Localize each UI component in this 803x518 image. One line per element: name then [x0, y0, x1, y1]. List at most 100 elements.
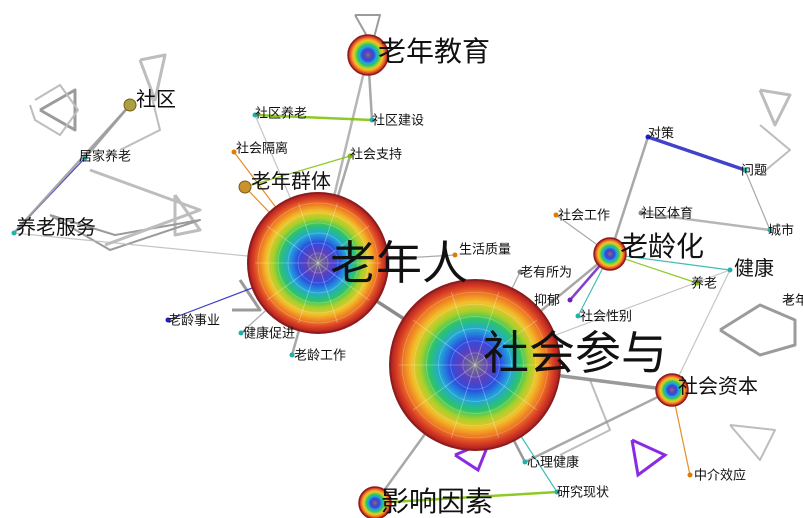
background-cluster-line — [759, 124, 791, 176]
label-shequjianshe: 社区建设 — [372, 113, 424, 129]
node-shequ[interactable] — [123, 98, 137, 112]
node-laonianren[interactable] — [247, 192, 389, 334]
label-yanjiuxianzhuang: 研究现状 — [557, 486, 609, 501]
node-laolinghua[interactable] — [593, 237, 627, 271]
label-chengshi: 城市 — [768, 223, 794, 239]
node-spoke — [474, 319, 538, 366]
node-zhongjiexiaoying[interactable] — [687, 472, 693, 478]
node-shequtiyu[interactable] — [638, 210, 644, 216]
background-cluster-line — [729, 424, 776, 461]
node-laoniangunti[interactable] — [238, 180, 252, 194]
label-laoninajiaoyu: 老年教育 — [378, 35, 490, 68]
node-spoke — [412, 364, 476, 411]
node-duice[interactable] — [645, 134, 651, 140]
label-yanglao: 养老 — [691, 276, 717, 292]
node-shenghuozhiliang[interactable] — [452, 252, 458, 258]
background-cluster-line — [173, 194, 202, 237]
background-cluster-line — [138, 53, 167, 102]
label-wenti: 问题 — [741, 164, 767, 179]
label-laolingshiye: 老龄事业 — [168, 314, 220, 329]
label-laoyousuowei: 老有所为 — [520, 266, 572, 281]
background-cluster-line — [29, 84, 79, 136]
label-shehuixingbie: 社会性别 — [580, 309, 632, 325]
node-shehuigeli[interactable] — [231, 149, 237, 155]
node-ring — [462, 352, 488, 378]
node-jujiayanglao[interactable] — [82, 155, 88, 161]
node-shehuiziben[interactable] — [655, 373, 689, 407]
node-yingxiangyinsu[interactable] — [358, 486, 392, 518]
edge-yingxiangyinsu-yanjiuxianzhuang — [373, 490, 559, 505]
node-shehuixingbie[interactable] — [575, 313, 581, 319]
label-shehuicanyu: 社会参与 — [483, 326, 667, 380]
edge-shequyanglao-shequjianshe — [253, 113, 374, 122]
node-spoke — [450, 364, 476, 438]
accent-triangle — [630, 438, 668, 478]
label-shenghuozhiliang: 生活质量 — [459, 243, 511, 258]
node-laolinggongzuo[interactable] — [289, 352, 295, 358]
node-spoke — [298, 262, 319, 324]
node-yizheng[interactable] — [567, 297, 573, 303]
edge-shehuiziben-jiankang — [671, 269, 731, 391]
node-spoke — [317, 202, 338, 264]
node-spoke — [474, 292, 500, 366]
node-yanjiuxianzhuang[interactable] — [554, 489, 560, 495]
label-laonian: 老年 — [782, 294, 803, 309]
label-laolinghua: 老龄化 — [620, 230, 704, 263]
node-shequyanglao[interactable] — [252, 112, 258, 118]
node-ring — [257, 202, 379, 324]
background-cluster-line — [89, 168, 202, 247]
node-shehuigongzuo[interactable] — [553, 212, 559, 218]
node-jiankangcujin[interactable] — [238, 330, 244, 336]
edge-shequ-yanglaofuwu — [12, 103, 132, 235]
node-yanglaofuwu[interactable] — [11, 230, 17, 236]
node-ring — [438, 328, 512, 402]
node-laonian[interactable] — [787, 297, 793, 303]
node-ring — [277, 222, 359, 304]
edge-shequtiyu-chengshi — [639, 211, 772, 232]
label-jujiayanglao: 居家养老 — [79, 149, 131, 165]
node-laoninajiaoyu[interactable] — [347, 34, 389, 76]
background-cluster-line — [758, 88, 792, 127]
node-layer — [11, 34, 793, 518]
node-shehuizhichi[interactable] — [347, 153, 353, 159]
edge-shehuizhichi-laoniangunti — [244, 155, 351, 188]
node-wenti[interactable] — [742, 167, 748, 173]
label-shequtiyu: 社区体育 — [641, 206, 693, 222]
label-shehuizhichi: 社会支持 — [350, 147, 402, 163]
node-shehuicanyu[interactable] — [389, 279, 561, 451]
node-shequjianshe[interactable] — [369, 117, 375, 123]
node-ring — [267, 212, 369, 314]
edge-shehuiziben-xinlijiankang — [523, 388, 674, 464]
node-spoke — [412, 319, 476, 366]
node-ring — [307, 252, 329, 274]
background-cluster-line — [559, 379, 611, 456]
label-laoniangunti: 老年群体 — [251, 169, 331, 193]
background-cluster-line — [119, 89, 161, 151]
edge-wenti-chengshi — [744, 169, 771, 231]
label-laonianren: 老年人 — [330, 236, 468, 290]
node-laolingshiye[interactable] — [165, 317, 171, 323]
node-spoke — [317, 262, 338, 324]
label-laolinggongzuo: 老龄工作 — [294, 349, 346, 364]
node-ring — [287, 232, 349, 294]
background-cluster-line — [719, 303, 797, 357]
node-ring — [413, 303, 537, 427]
background-cluster-line — [354, 14, 381, 46]
node-spoke — [317, 262, 370, 301]
node-jiankang[interactable] — [727, 267, 733, 273]
label-shequyanglao: 社区养老 — [255, 106, 307, 122]
label-yanglaofuwu: 养老服务 — [16, 215, 96, 239]
edge-duice-wenti — [646, 135, 747, 172]
node-yanglao[interactable] — [694, 280, 700, 286]
node-spoke — [474, 364, 500, 438]
label-xinlijiankang: 心理健康 — [527, 455, 579, 471]
node-spoke — [266, 262, 319, 301]
node-laoyousuowei[interactable] — [517, 269, 523, 275]
node-spoke — [266, 225, 319, 264]
node-xinlijiankang[interactable] — [522, 459, 528, 465]
node-chengshi[interactable] — [767, 227, 773, 233]
node-spoke — [298, 202, 319, 264]
node-ring — [426, 316, 524, 414]
